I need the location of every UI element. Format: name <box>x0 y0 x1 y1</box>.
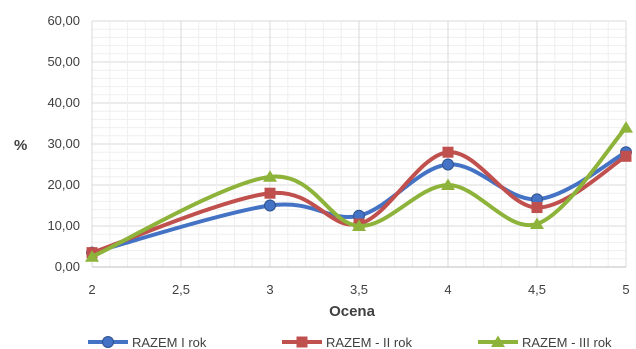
y-tick-label: 0,00 <box>55 259 80 274</box>
legend-marker <box>491 335 505 347</box>
y-tick-label: 20,00 <box>47 177 80 192</box>
x-tick-label: 2 <box>88 282 95 297</box>
data-point-marker <box>619 121 633 133</box>
x-tick-label: 5 <box>622 282 629 297</box>
x-axis-tick-labels: 2 2,5 3 3,5 4 4,5 5 <box>88 282 629 297</box>
series-line <box>90 125 628 259</box>
y-tick-label: 40,00 <box>47 95 80 110</box>
y-tick-label: 50,00 <box>47 54 80 69</box>
legend: RAZEM I rok RAZEM - II rok RAZEM - III rok <box>88 335 612 349</box>
series-layer <box>85 121 633 262</box>
data-point-marker <box>530 217 544 229</box>
data-point-marker <box>531 202 543 214</box>
legend-marker <box>296 336 308 348</box>
data-point-marker <box>264 187 276 199</box>
data-point-marker <box>352 219 366 231</box>
legend-item: RAZEM - III rok <box>478 335 612 349</box>
legend-label: RAZEM - III rok <box>522 335 612 349</box>
x-axis-title: Ocena <box>329 303 376 320</box>
data-point-marker <box>442 146 454 158</box>
data-point-marker <box>441 178 455 190</box>
data-point-marker <box>85 250 99 262</box>
y-tick-label: 30,00 <box>47 136 80 151</box>
x-tick-label: 3,5 <box>350 282 368 297</box>
legend-item: RAZEM - II rok <box>282 335 412 349</box>
legend-item: RAZEM I rok <box>88 335 207 349</box>
data-point-marker <box>620 150 632 162</box>
legend-marker <box>102 336 114 348</box>
series-3 <box>85 121 633 262</box>
y-tick-label: 60,00 <box>47 13 80 28</box>
data-point-marker <box>263 170 277 182</box>
data-point-marker <box>442 158 454 171</box>
legend-label: RAZEM - II rok <box>326 335 412 349</box>
x-tick-label: 4,5 <box>528 282 546 297</box>
legend-label: RAZEM I rok <box>132 335 207 349</box>
x-tick-label: 2,5 <box>172 282 190 297</box>
y-axis-title: % <box>14 137 27 154</box>
x-tick-label: 4 <box>444 282 451 297</box>
y-tick-label: 10,00 <box>47 218 80 233</box>
y-axis-tick-labels: 0,00 10,00 20,00 30,00 40,00 50,00 60,00 <box>47 13 80 274</box>
x-tick-label: 3 <box>266 282 273 297</box>
data-point-marker <box>264 199 276 212</box>
